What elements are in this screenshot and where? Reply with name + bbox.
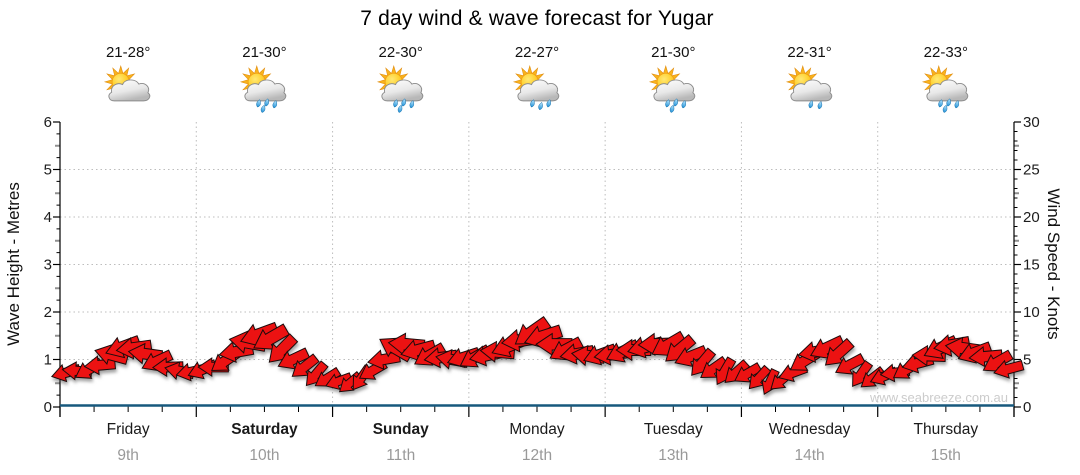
day-date: 13th (658, 447, 689, 464)
raindrop-icon (397, 104, 402, 113)
day-name: Friday (106, 421, 150, 438)
day-date: 9th (117, 447, 139, 464)
cloud-icon (108, 79, 151, 102)
raindrop-icon (808, 100, 813, 109)
sun-cloud-icon (99, 64, 157, 116)
svg-text:5: 5 (1023, 352, 1031, 369)
raindrop-icon (946, 98, 951, 107)
raindrop-icon (817, 101, 822, 110)
wind-arrow (993, 359, 1025, 379)
svg-text:15: 15 (1023, 257, 1040, 274)
day-date: 15th (930, 447, 961, 464)
wind-arrow (674, 344, 709, 367)
raindrop-icon (942, 104, 948, 113)
sun-cloud-rain-icon (644, 64, 702, 116)
svg-text:25: 25 (1023, 162, 1040, 179)
raindrop-icon (670, 104, 675, 113)
temperature-label: 22-27° (514, 44, 560, 61)
wind-arrow (277, 347, 311, 370)
day-name: Wednesday (768, 421, 851, 438)
watermark: www.seabreeze.com.au (869, 390, 1008, 405)
day-name: Sunday (372, 421, 429, 438)
svg-text:30: 30 (1023, 114, 1040, 131)
raindrop-icon (954, 100, 959, 109)
day-date: 14th (794, 447, 825, 464)
raindrop-icon (530, 99, 535, 108)
sun-cloud-rain-icon (781, 64, 839, 116)
sun-cloud-rain-icon (508, 64, 566, 116)
cloud-icon (244, 79, 287, 102)
raindrop-icon (264, 98, 270, 107)
temperature-label: 21-30° (651, 44, 696, 61)
svg-text:5: 5 (44, 162, 52, 179)
axis-ticks (53, 121, 1021, 417)
raindrop-icon (538, 102, 543, 111)
svg-text:6: 6 (44, 114, 52, 131)
tick-labels: 0 1 2 3 4 5 6 0 5 10 15 20 25 30 (44, 114, 1040, 416)
svg-text:2: 2 (44, 304, 52, 321)
cloud-icon (653, 79, 696, 102)
raindrop-icon (665, 99, 670, 108)
raindrop-icon (392, 99, 398, 108)
svg-text:3: 3 (44, 257, 52, 274)
svg-text:4: 4 (44, 209, 52, 226)
raindrop-icon (681, 100, 687, 109)
raindrop-icon (273, 100, 278, 109)
wind-arrow (291, 353, 320, 377)
wind-arrow (400, 339, 437, 362)
raindrop-icon (401, 98, 406, 107)
svg-text:0: 0 (1023, 399, 1031, 416)
raindrop-icon (546, 99, 551, 108)
day-name: Tuesday (643, 421, 703, 438)
day-name: Monday (509, 421, 565, 438)
day-name: Thursday (913, 421, 979, 438)
svg-text:0: 0 (44, 399, 52, 416)
svg-text:1: 1 (44, 352, 52, 369)
temperature-label: 22-33° (923, 44, 969, 61)
left-axis-title: Wave Height - Metres (4, 182, 23, 346)
raindrop-icon (409, 100, 414, 109)
day-date: 11th (386, 447, 416, 464)
sun-cloud-rain-icon (372, 64, 430, 116)
grid-lines (60, 122, 1014, 407)
raindrop-icon (938, 99, 943, 108)
wind-arrow (824, 337, 855, 366)
day-name: Saturday (231, 421, 298, 438)
wind-arrow (700, 355, 729, 379)
wind-arrow (734, 362, 763, 383)
wind-arrow (968, 345, 1003, 368)
wind-arrows (50, 316, 1025, 396)
raindrop-icon (673, 98, 679, 107)
right-axis-title: Wind Speed - Knots (1044, 188, 1063, 340)
raindrop-icon (261, 104, 266, 113)
cloud-icon (381, 79, 423, 102)
sun-cloud-rain-icon (917, 64, 975, 116)
temperature-label: 21-28° (105, 44, 151, 61)
raindrop-icon (256, 99, 262, 108)
cloud-icon (926, 79, 969, 102)
day-date: 12th (521, 447, 553, 464)
cloud-icon (790, 79, 832, 102)
sun-cloud-rain-icon (235, 64, 293, 116)
wind-arrow (835, 353, 866, 375)
page-title: 7 day wind & wave forecast for Yugar (360, 7, 714, 30)
cloud-icon (517, 79, 560, 102)
temperature-label: 22-31° (787, 44, 832, 61)
wind-arrow (325, 372, 353, 391)
svg-text:20: 20 (1023, 209, 1040, 226)
wind-arrow (253, 323, 290, 350)
temperature-label: 21-30° (242, 44, 287, 61)
day-date: 10th (249, 447, 280, 464)
svg-text:10: 10 (1023, 304, 1040, 321)
wind-arrow (748, 364, 772, 390)
temperature-label: 22-30° (378, 44, 423, 61)
